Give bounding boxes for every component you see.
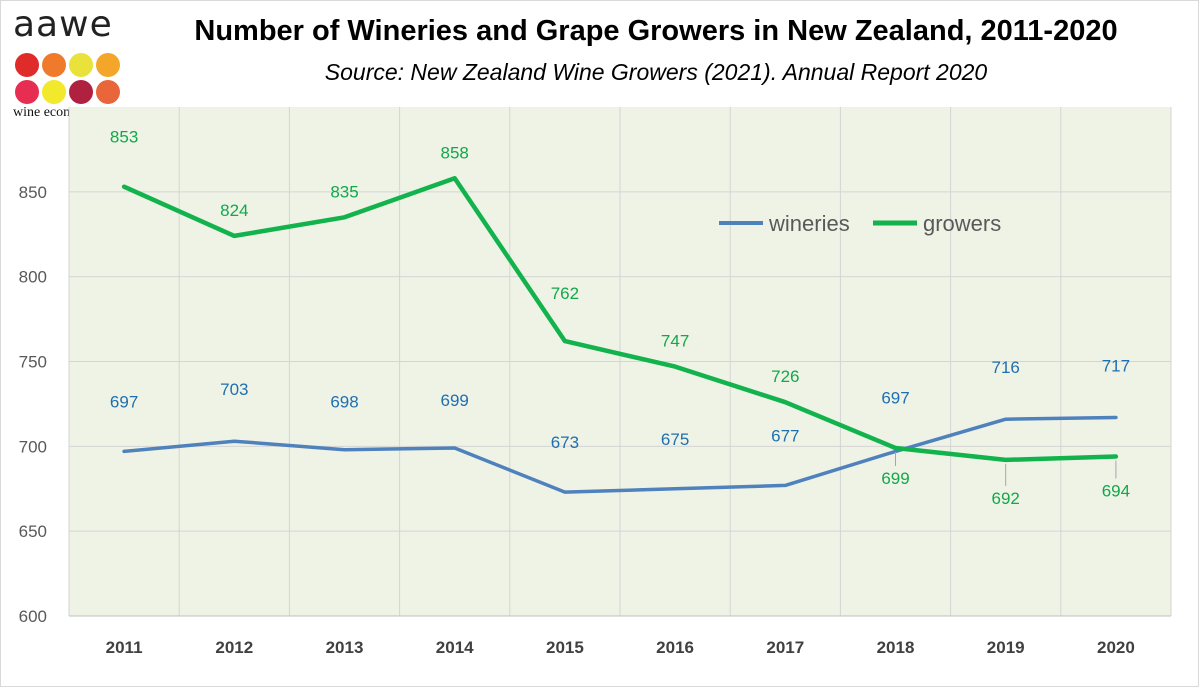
growers-data-label: 835 xyxy=(330,182,358,201)
y-tick-label: 850 xyxy=(19,183,47,202)
gridlines xyxy=(68,107,1172,617)
wineries-data-label: 717 xyxy=(1102,356,1130,375)
growers-data-label: 853 xyxy=(110,128,138,147)
y-tick-label: 650 xyxy=(19,522,47,541)
y-tick-label: 700 xyxy=(19,437,47,456)
wineries-data-label: 699 xyxy=(441,391,469,410)
logo-dot xyxy=(15,80,39,104)
logo-dot xyxy=(96,53,120,77)
growers-data-label: 824 xyxy=(220,201,248,220)
legend-label-wineries: wineries xyxy=(768,211,850,236)
wineries-data-label: 677 xyxy=(771,426,799,445)
x-tick-label: 2017 xyxy=(766,638,804,657)
y-tick-label: 800 xyxy=(19,268,47,287)
growers-data-label: 747 xyxy=(661,332,689,351)
logo-dot xyxy=(42,53,66,77)
growers-data-label: 762 xyxy=(551,284,579,303)
wineries-data-label: 697 xyxy=(110,392,138,411)
growers-data-label: 694 xyxy=(1102,482,1130,501)
x-tick-label: 2013 xyxy=(326,638,364,657)
logo-dots xyxy=(15,53,123,105)
growers-data-label: 692 xyxy=(992,489,1020,508)
logo-wordmark: aawe xyxy=(13,4,113,45)
aawe-logo: aawe wine economics xyxy=(11,5,123,123)
x-tick-label: 2014 xyxy=(436,638,474,657)
y-axis: 600 650 700 750 800 850 xyxy=(19,183,47,626)
y-tick-label: 600 xyxy=(19,607,47,626)
x-tick-label: 2019 xyxy=(987,638,1025,657)
growers-line xyxy=(121,176,1119,463)
wineries-data-label: 703 xyxy=(220,380,248,399)
x-tick-label: 2020 xyxy=(1097,638,1135,657)
chart-title: Number of Wineries and Grape Growers in … xyxy=(194,15,1118,47)
growers-data-label: 699 xyxy=(881,469,909,488)
wineries-data-label: 716 xyxy=(992,358,1020,377)
x-tick-label: 2018 xyxy=(877,638,915,657)
x-tick-label: 2012 xyxy=(215,638,253,657)
legend: wineries growers xyxy=(719,211,1001,236)
growers-data-label: 858 xyxy=(441,143,469,162)
wineries-line xyxy=(122,415,1118,494)
series-layer xyxy=(121,176,1119,494)
logo-dot xyxy=(15,53,39,77)
x-tick-label: 2016 xyxy=(656,638,694,657)
logo-dot xyxy=(42,80,66,104)
logo-dot xyxy=(69,80,93,104)
x-axis: 2011 2012 2013 2014 2015 2016 2017 2018 2019 2020 xyxy=(106,638,1135,657)
wineries-data-label: 697 xyxy=(881,388,909,407)
logo-dot xyxy=(69,53,93,77)
wineries-data-label: 673 xyxy=(551,433,579,452)
logo-dot xyxy=(96,80,120,104)
growers-data-label: 726 xyxy=(771,367,799,386)
y-tick-label: 750 xyxy=(19,353,47,372)
legend-label-growers: growers xyxy=(923,211,1001,236)
wineries-data-label: 698 xyxy=(330,393,358,412)
x-tick-label: 2015 xyxy=(546,638,584,657)
x-tick-label: 2011 xyxy=(106,638,143,657)
wineries-data-label: 675 xyxy=(661,430,689,449)
chart-subtitle: Source: New Zealand Wine Growers (2021).… xyxy=(324,59,988,85)
data-labels: 697 703 698 699 673 675 677 697 716 717 853 824 835 8… xyxy=(110,128,1130,508)
